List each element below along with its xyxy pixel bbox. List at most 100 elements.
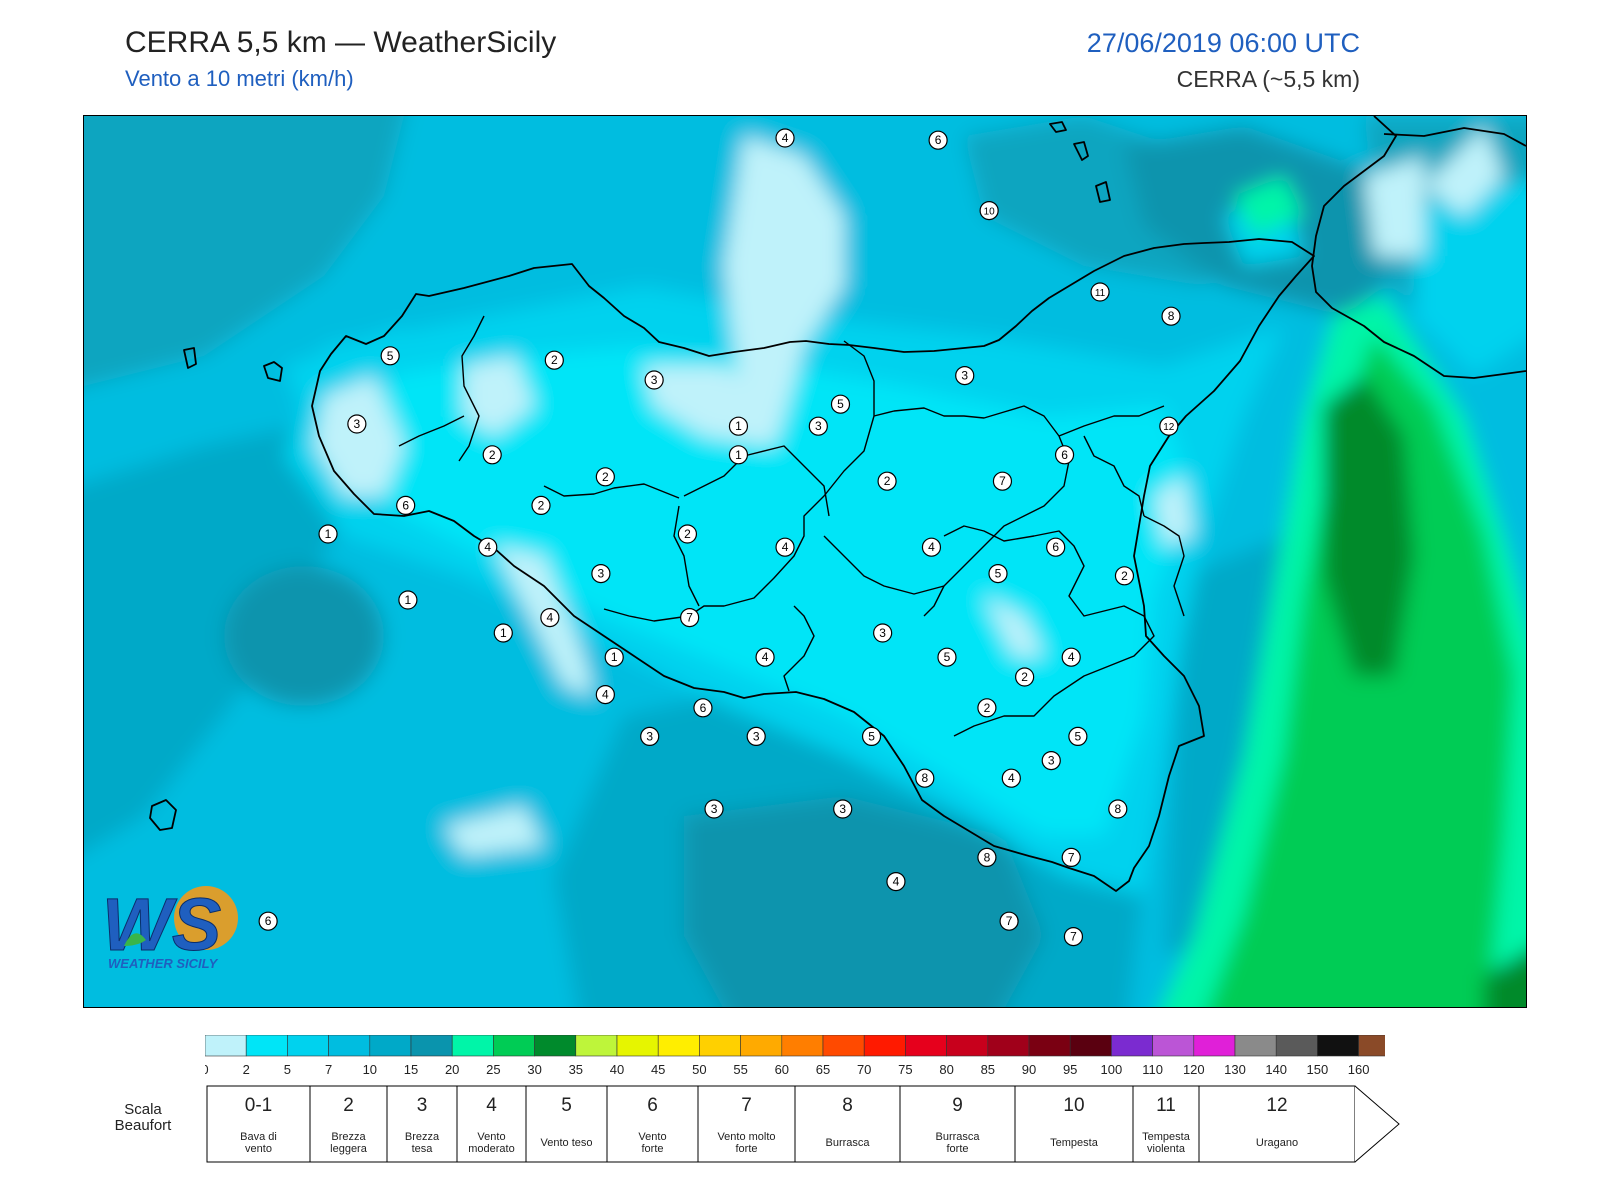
colorbar-bin <box>1111 1035 1153 1057</box>
station-circle <box>808 416 828 436</box>
colorbar-tick: 25 <box>486 1062 500 1077</box>
station-value: 3 <box>354 417 361 431</box>
station-circle <box>531 495 551 515</box>
colorbar-bin <box>1193 1035 1236 1057</box>
beaufort-desc-1: Brezza <box>405 1131 440 1143</box>
station-marker: 1 <box>604 647 624 667</box>
beaufort-cell-box <box>1014 1085 1134 1163</box>
colorbar-bin <box>1358 1035 1385 1057</box>
station-circle <box>644 370 664 390</box>
beaufort-cell: 12 Uragano <box>1198 1085 1356 1163</box>
station-value: 1 <box>611 650 618 664</box>
station-circle <box>318 524 338 544</box>
station-circle <box>977 847 997 868</box>
station-marker: 10 <box>979 200 999 221</box>
station-value: 1 <box>405 593 412 607</box>
station-value: 3 <box>879 626 886 640</box>
colorbar-tick: 140 <box>1265 1062 1287 1077</box>
station-circle <box>1063 926 1084 947</box>
station-marker: 1 <box>728 445 749 465</box>
station-marker: 4 <box>540 608 560 628</box>
beaufort-caption-2: Beaufort <box>115 1117 172 1134</box>
beaufort-number: 9 <box>952 1095 963 1116</box>
station-circle <box>693 698 713 718</box>
colorbar-bin <box>657 1035 700 1057</box>
station-circle <box>977 698 997 718</box>
colorbar-tick: 60 <box>775 1062 789 1077</box>
station-value: 2 <box>984 701 991 715</box>
station-value: 4 <box>602 688 609 702</box>
station-value: 2 <box>551 353 558 367</box>
station-circle <box>877 471 897 491</box>
beaufort-cell: 10 Tempesta <box>1014 1085 1134 1163</box>
station-circle <box>591 564 611 584</box>
station-marker: 3 <box>808 416 828 436</box>
beaufort-number: 0-1 <box>245 1095 272 1116</box>
station-value: 4 <box>1068 650 1075 664</box>
beaufort-cell-box <box>206 1085 311 1163</box>
colorbar-bin <box>905 1035 947 1057</box>
station-value: 1 <box>735 419 742 433</box>
beaufort-desc-1: Tempesta <box>1142 1131 1191 1143</box>
colorbar-tick: 160 <box>1348 1062 1370 1077</box>
station-value: 2 <box>1021 670 1028 684</box>
station-marker: 4 <box>886 871 906 892</box>
station-circle <box>1046 537 1066 557</box>
beaufort-number: 12 <box>1266 1095 1287 1116</box>
colorbar-tick: 5 <box>284 1062 291 1077</box>
colorbar-tick: 50 <box>692 1062 706 1077</box>
station-value: 5 <box>995 567 1002 581</box>
station-marker: 5 <box>830 394 851 414</box>
station-circle <box>704 799 724 819</box>
colorbar-tick: 80 <box>939 1062 953 1077</box>
station-circle <box>1001 768 1021 788</box>
station-marker: 7 <box>999 911 1019 931</box>
colorbar-tick: 20 <box>445 1062 459 1077</box>
station-marker: 3 <box>644 370 664 390</box>
station-marker: 2 <box>1015 667 1035 687</box>
station-circle <box>1015 667 1035 687</box>
beaufort-cell-box <box>456 1085 527 1163</box>
beaufort-desc-1: Vento <box>477 1131 505 1143</box>
station-circle <box>380 346 400 366</box>
station-value: 4 <box>1008 771 1015 785</box>
beaufort-cell-box <box>309 1085 388 1163</box>
station-circle <box>1090 282 1110 302</box>
colorbar-tick: 45 <box>651 1062 665 1077</box>
beaufort-desc-1: Burrasca <box>935 1131 980 1143</box>
station-circle <box>347 414 367 434</box>
colorbar-tick: 65 <box>816 1062 830 1077</box>
beaufort-number: 5 <box>561 1095 572 1116</box>
beaufort-number: 2 <box>343 1095 354 1116</box>
colorbar-bin <box>863 1035 906 1057</box>
colorbar-bin <box>1152 1035 1195 1057</box>
station-marker: 1 <box>318 524 338 544</box>
colorbar-bin <box>1275 1035 1318 1057</box>
station-marker: 5 <box>937 647 957 667</box>
station-marker: 3 <box>746 726 766 747</box>
colorbar-bin <box>987 1035 1030 1057</box>
station-marker: 5 <box>861 726 882 747</box>
station-marker: 4 <box>755 647 775 667</box>
station-marker: 5 <box>380 346 400 366</box>
beaufort-cell: 8 Burrasca <box>794 1085 901 1163</box>
colorbar-bin <box>946 1035 989 1057</box>
station-marker: 8 <box>1161 306 1181 326</box>
station-circle <box>1068 726 1088 747</box>
beaufort-number: 4 <box>486 1095 497 1116</box>
station-value: 1 <box>735 448 742 462</box>
station-value: 2 <box>1121 569 1128 583</box>
station-marker: 3 <box>640 726 660 747</box>
beaufort-cell-box <box>1198 1085 1356 1163</box>
colorbar-bin <box>1317 1035 1359 1057</box>
station-value: 5 <box>387 349 394 363</box>
beaufort-number: 3 <box>417 1095 428 1116</box>
weathersicily-logo: WS WEATHER SICILY <box>102 883 238 971</box>
beaufort-arrow <box>1354 1085 1400 1163</box>
station-value: 3 <box>646 729 653 743</box>
station-marker: 6 <box>258 911 278 931</box>
colorbar-bin <box>740 1035 783 1057</box>
